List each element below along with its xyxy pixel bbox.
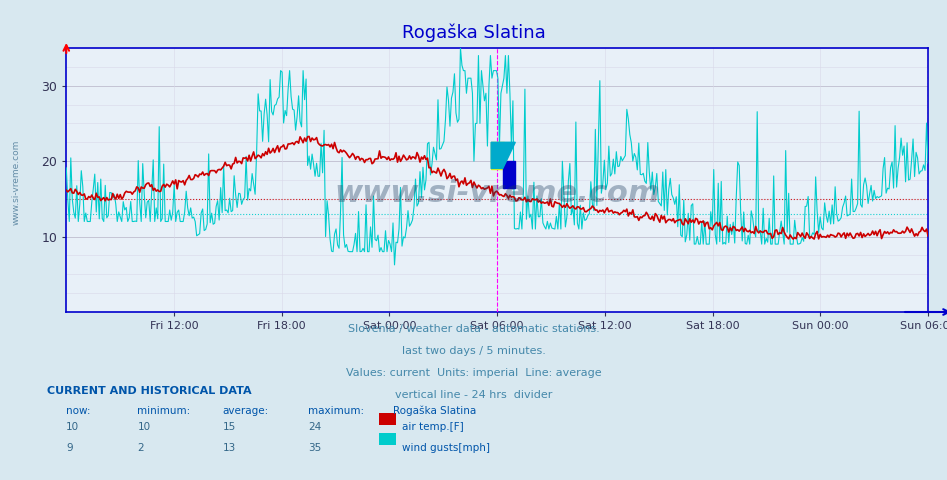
Polygon shape <box>491 142 515 168</box>
Text: wind gusts[mph]: wind gusts[mph] <box>402 443 491 453</box>
Text: 10: 10 <box>66 422 80 432</box>
Text: 35: 35 <box>308 443 321 453</box>
Text: air temp.[F]: air temp.[F] <box>402 422 464 432</box>
Text: minimum:: minimum: <box>137 406 190 416</box>
Bar <box>491 142 504 168</box>
Bar <box>503 161 515 188</box>
Text: 24: 24 <box>308 422 321 432</box>
Text: maximum:: maximum: <box>308 406 364 416</box>
Text: 2: 2 <box>137 443 144 453</box>
Text: vertical line - 24 hrs  divider: vertical line - 24 hrs divider <box>395 390 552 400</box>
Text: 9: 9 <box>66 443 73 453</box>
Text: CURRENT AND HISTORICAL DATA: CURRENT AND HISTORICAL DATA <box>47 386 252 396</box>
Text: www.si-vreme.com: www.si-vreme.com <box>11 140 21 225</box>
Text: Values: current  Units: imperial  Line: average: Values: current Units: imperial Line: av… <box>346 368 601 378</box>
Text: www.si-vreme.com: www.si-vreme.com <box>334 179 660 208</box>
Text: 15: 15 <box>223 422 236 432</box>
Text: Slovenia / weather data - automatic stations.: Slovenia / weather data - automatic stat… <box>348 324 599 334</box>
Text: Rogaška Slatina: Rogaška Slatina <box>402 24 545 43</box>
Text: Rogaška Slatina: Rogaška Slatina <box>393 406 476 416</box>
Text: now:: now: <box>66 406 91 416</box>
Text: average:: average: <box>223 406 269 416</box>
Text: 13: 13 <box>223 443 236 453</box>
Text: 10: 10 <box>137 422 151 432</box>
Text: last two days / 5 minutes.: last two days / 5 minutes. <box>402 346 545 356</box>
